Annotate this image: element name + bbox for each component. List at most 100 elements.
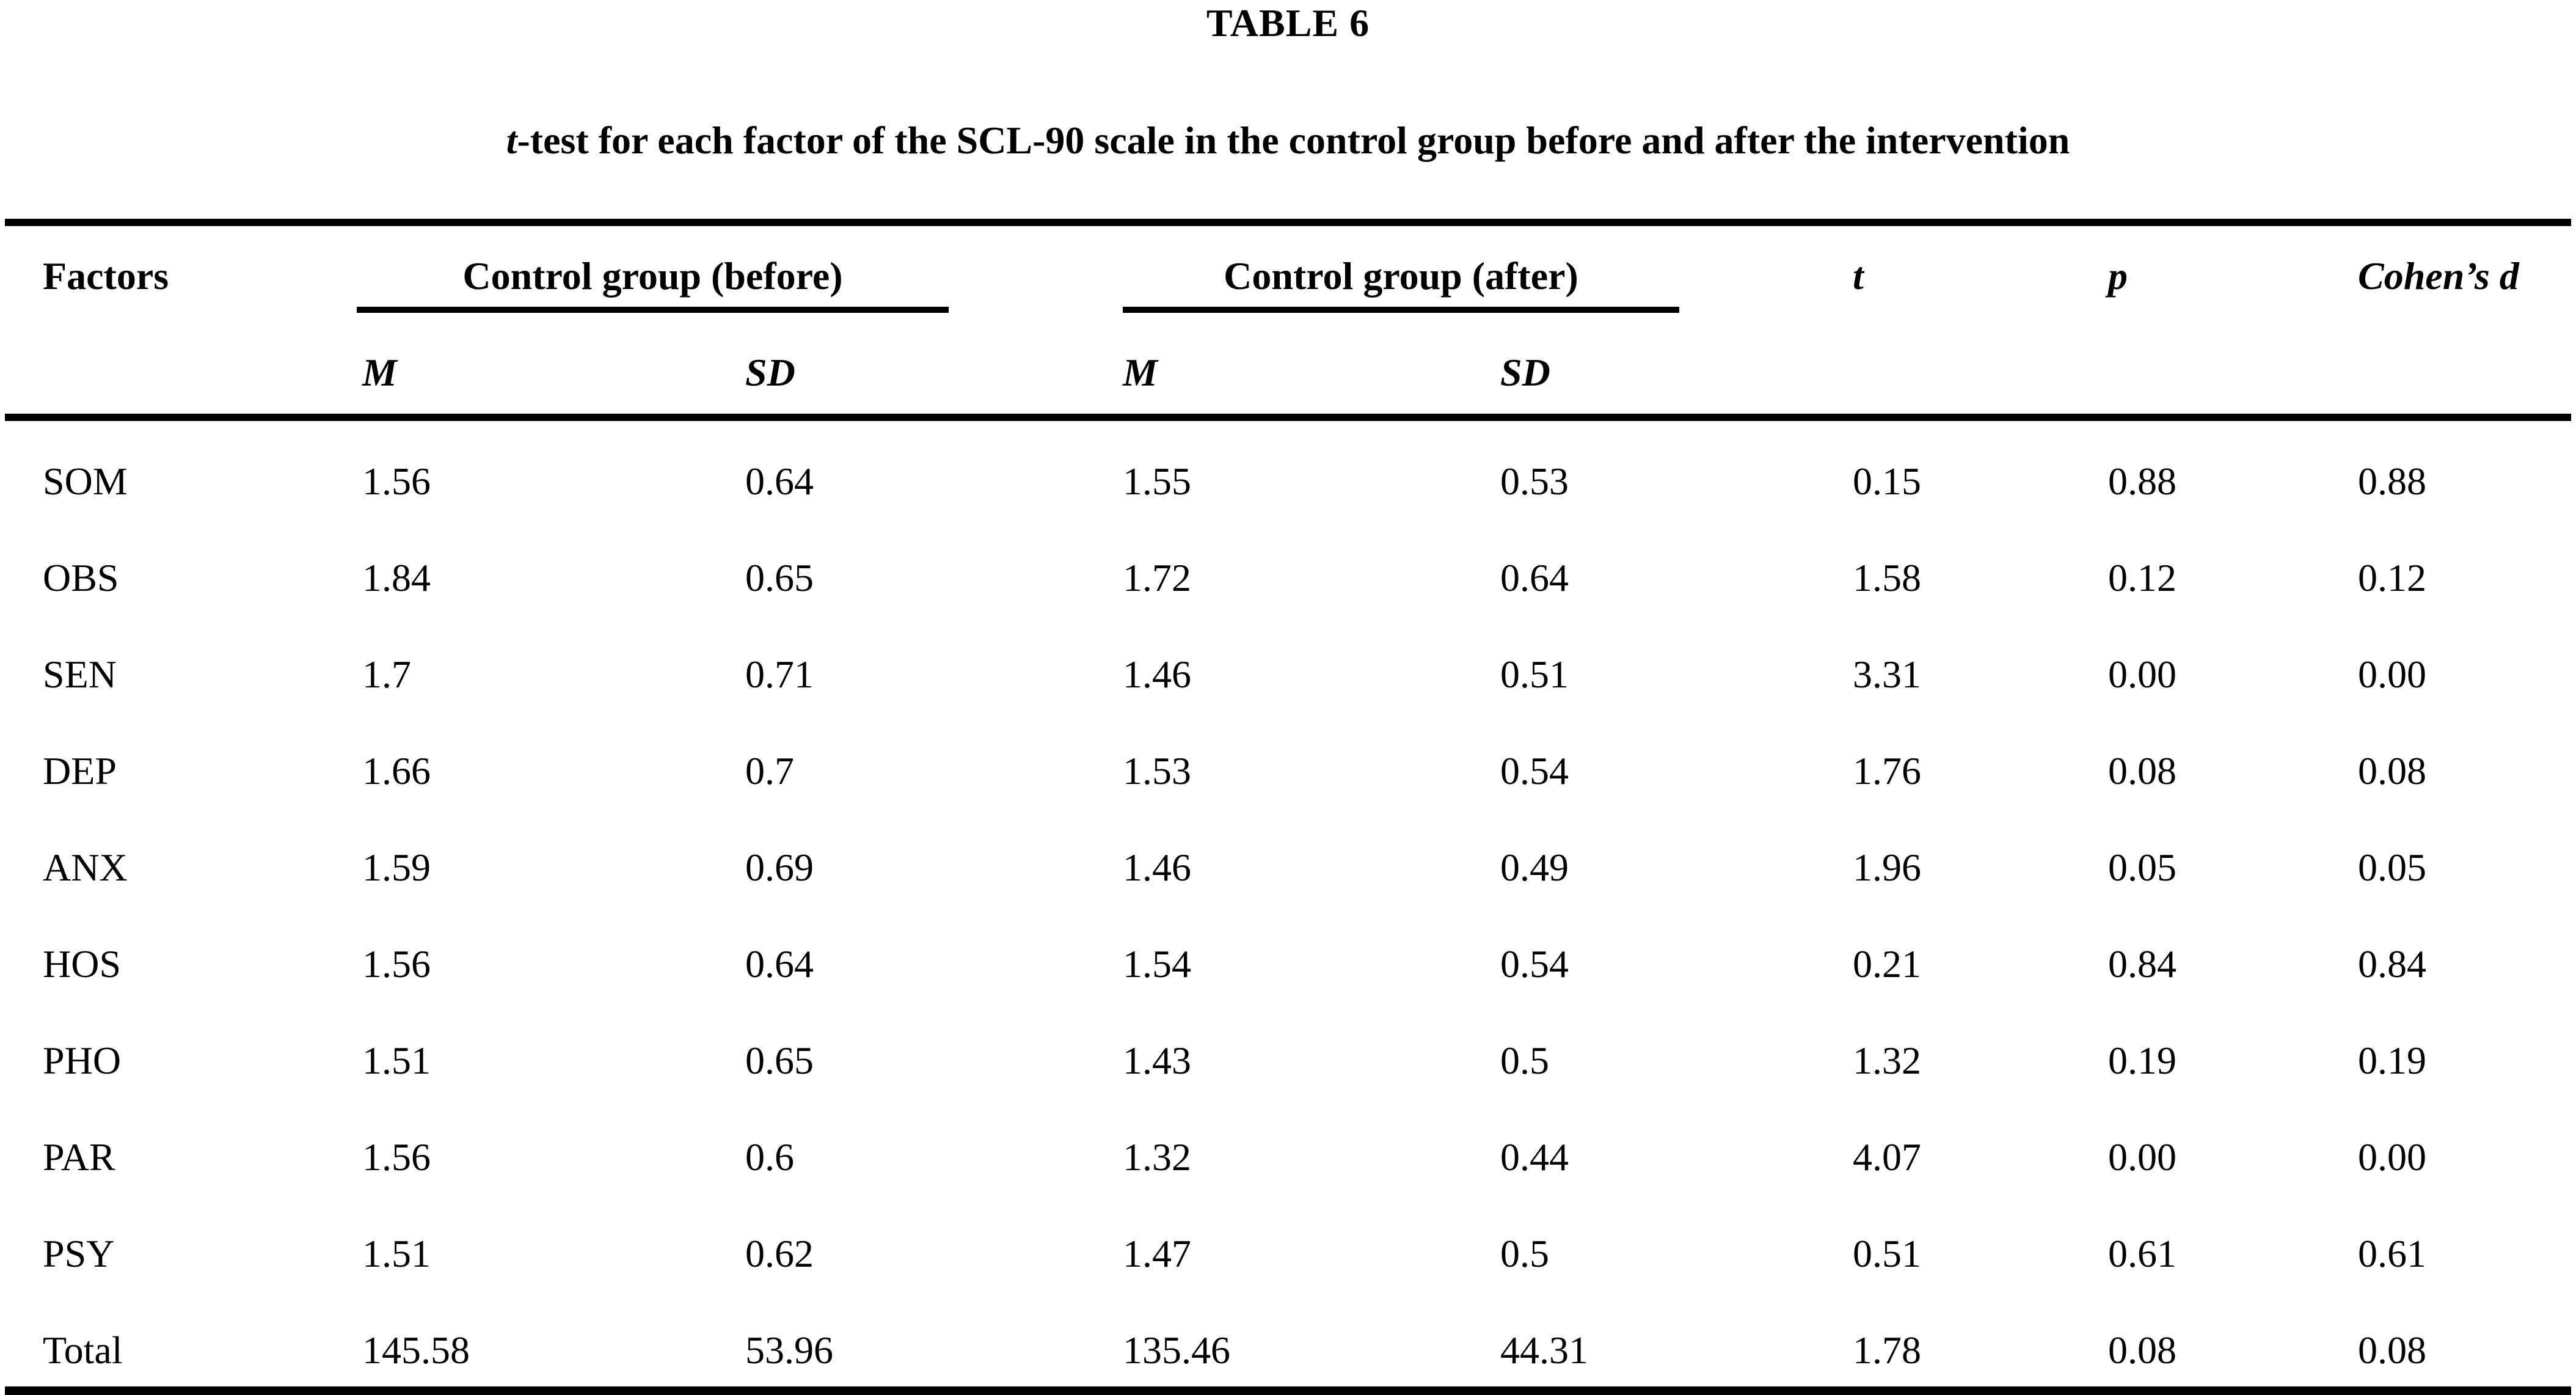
cell-t: 1.78 <box>1853 1328 1921 1372</box>
cell-t: 0.15 <box>1853 460 1921 503</box>
cell-after-sd: 0.49 <box>1500 846 1569 889</box>
table-row: HOS 1.56 0.64 1.54 0.54 0.21 0.84 0.84 <box>5 904 2571 1000</box>
cell-p: 0.05 <box>2108 846 2176 889</box>
cell-t: 1.32 <box>1853 1039 1921 1082</box>
cell-before-m: 1.51 <box>362 1039 431 1082</box>
header-p: p <box>2108 254 2128 298</box>
cell-after-m: 1.47 <box>1123 1232 1191 1275</box>
header-stats-spacer <box>1847 313 2103 421</box>
cell-p: 0.84 <box>2108 942 2176 986</box>
cell-cohens-d: 0.12 <box>2358 556 2426 599</box>
cell-after-sd: 0.51 <box>1500 653 1569 696</box>
cell-before-sd: 0.62 <box>745 1232 814 1275</box>
header-sd-before: SD <box>740 313 1117 421</box>
scl90-ttest-table: Factors Control group (before) Control g… <box>5 219 2571 1395</box>
cell-before-sd: 53.96 <box>745 1328 833 1372</box>
cell-factor: PAR <box>43 1135 115 1179</box>
table-row: SEN 1.7 0.71 1.46 0.51 3.31 0.00 0.00 <box>5 614 2571 711</box>
cell-p: 0.61 <box>2108 1232 2176 1275</box>
cell-t: 1.58 <box>1853 556 1921 599</box>
cell-after-sd: 0.54 <box>1500 942 1569 986</box>
cell-factor: PHO <box>43 1039 122 1082</box>
cell-before-sd: 0.71 <box>745 653 814 696</box>
cell-before-m: 1.59 <box>362 846 431 889</box>
cell-cohens-d: 0.08 <box>2358 1328 2426 1372</box>
table-label: TABLE 6 <box>1206 1 1370 45</box>
cell-after-m: 1.43 <box>1123 1039 1191 1082</box>
header-sd-after: SD <box>1495 313 1847 421</box>
cell-p: 0.88 <box>2108 460 2176 503</box>
cell-factor: SOM <box>43 460 128 503</box>
cell-after-sd: 0.53 <box>1500 460 1569 503</box>
cell-t: 0.21 <box>1853 942 1921 986</box>
cell-p: 0.00 <box>2108 653 2176 696</box>
cell-before-m: 1.7 <box>362 653 411 696</box>
cell-p: 0.19 <box>2108 1039 2176 1082</box>
cell-after-m: 135.46 <box>1123 1328 1230 1372</box>
table-row: PHO 1.51 0.65 1.43 0.5 1.32 0.19 0.19 <box>5 1000 2571 1097</box>
cell-after-m: 1.55 <box>1123 460 1191 503</box>
cell-before-sd: 0.64 <box>745 460 814 503</box>
cell-t: 1.76 <box>1853 749 1921 793</box>
cell-t: 4.07 <box>1853 1135 1921 1179</box>
cell-cohens-d: 0.88 <box>2358 460 2426 503</box>
cell-cohens-d: 0.61 <box>2358 1232 2426 1275</box>
cell-factor: ANX <box>43 846 128 889</box>
cell-p: 0.08 <box>2108 749 2176 793</box>
header-stats-spacer <box>2352 313 2571 421</box>
table-row: DEP 1.66 0.7 1.53 0.54 1.76 0.08 0.08 <box>5 711 2571 807</box>
cell-factor: SEN <box>43 653 117 696</box>
cell-after-m: 1.72 <box>1123 556 1191 599</box>
cell-before-m: 1.84 <box>362 556 431 599</box>
cell-before-sd: 0.7 <box>745 749 794 793</box>
cell-cohens-d: 0.19 <box>2358 1039 2426 1082</box>
cell-t: 0.51 <box>1853 1232 1921 1275</box>
table-header: Factors Control group (before) Control g… <box>5 222 2571 421</box>
cell-after-m: 1.46 <box>1123 653 1191 696</box>
header-group-before-label: Control group (before) <box>357 257 949 313</box>
table-row: PSY 1.51 0.62 1.47 0.5 0.51 0.61 0.61 <box>5 1193 2571 1290</box>
table-caption: t-test for each factor of the SCL-90 sca… <box>0 121 2576 160</box>
header-group-after: Control group (after) <box>1117 222 1847 313</box>
caption-italic-t: t <box>506 119 517 162</box>
table-row: Total 145.58 53.96 135.46 44.31 1.78 0.0… <box>5 1290 2571 1391</box>
cell-factor: Total <box>43 1328 123 1372</box>
cell-before-m: 1.56 <box>362 942 431 986</box>
cell-before-sd: 0.69 <box>745 846 814 889</box>
cell-cohens-d: 0.08 <box>2358 749 2426 793</box>
cell-after-m: 1.53 <box>1123 749 1191 793</box>
cell-after-sd: 0.54 <box>1500 749 1569 793</box>
cell-cohens-d: 0.05 <box>2358 846 2426 889</box>
cell-factor: OBS <box>43 556 119 599</box>
header-stats-spacer <box>2103 313 2352 421</box>
cell-before-m: 145.58 <box>362 1328 470 1372</box>
cell-after-sd: 0.5 <box>1500 1039 1549 1082</box>
table-row: SOM 1.56 0.64 1.55 0.53 0.15 0.88 0.88 <box>5 417 2571 518</box>
cell-after-m: 1.46 <box>1123 846 1191 889</box>
cell-after-sd: 0.5 <box>1500 1232 1549 1275</box>
cell-cohens-d: 0.84 <box>2358 942 2426 986</box>
header-t: t <box>1853 254 1864 298</box>
cell-before-sd: 0.65 <box>745 1039 814 1082</box>
header-m-before: M <box>357 313 740 421</box>
cell-factor: DEP <box>43 749 117 793</box>
table-body: SOM 1.56 0.64 1.55 0.53 0.15 0.88 0.88 O… <box>5 417 2571 1391</box>
cell-before-m: 1.56 <box>362 460 431 503</box>
header-factors: Factors <box>43 254 169 298</box>
cell-before-sd: 0.65 <box>745 556 814 599</box>
caption-text: -test for each factor of the SCL-90 scal… <box>517 119 2070 162</box>
cell-after-sd: 44.31 <box>1500 1328 1588 1372</box>
header-row-stats: M SD M SD <box>5 313 2571 421</box>
header-cohens-d: Cohen’s d <box>2358 254 2519 298</box>
header-group-before: Control group (before) <box>357 222 1117 313</box>
cell-factor: HOS <box>43 942 122 986</box>
cell-p: 0.08 <box>2108 1328 2176 1372</box>
header-row-groups: Factors Control group (before) Control g… <box>5 222 2571 313</box>
cell-after-m: 1.32 <box>1123 1135 1191 1179</box>
cell-cohens-d: 0.00 <box>2358 653 2426 696</box>
cell-after-m: 1.54 <box>1123 942 1191 986</box>
cell-p: 0.12 <box>2108 556 2176 599</box>
cell-cohens-d: 0.00 <box>2358 1135 2426 1179</box>
cell-after-sd: 0.44 <box>1500 1135 1569 1179</box>
